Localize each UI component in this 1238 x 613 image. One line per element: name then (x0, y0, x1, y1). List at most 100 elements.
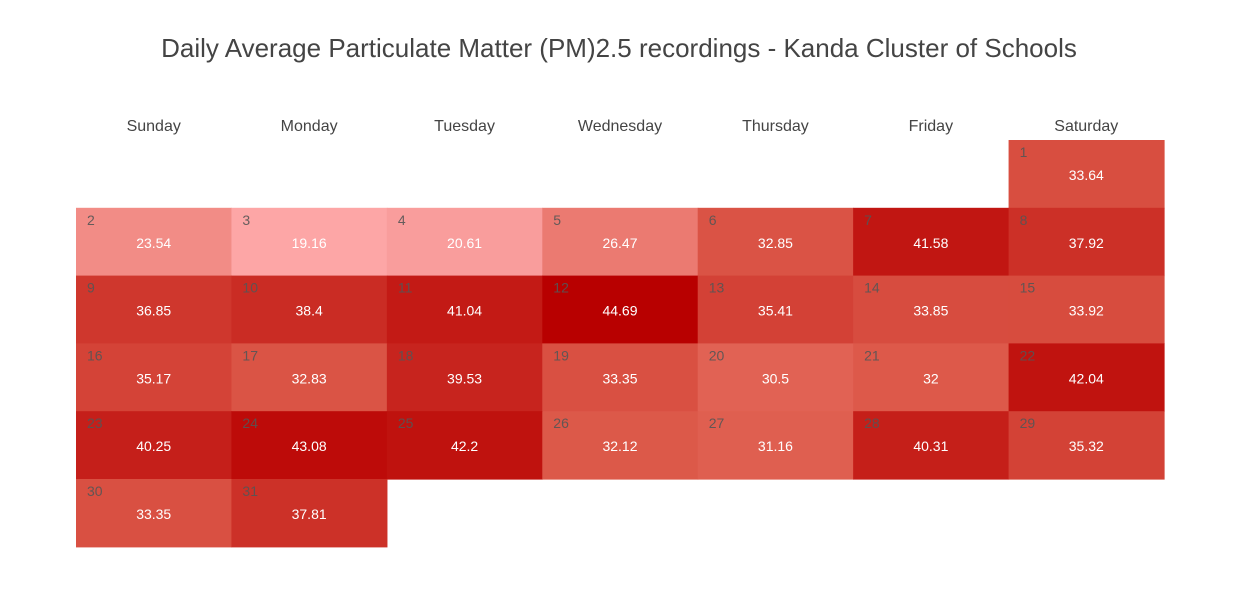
day-cell-5: 526.47 (542, 207, 699, 277)
day-cell-17: 17 32.83 (231, 343, 388, 412)
cell-value-label: 41.04 (447, 303, 482, 319)
day-cell-13: 13 35.41 (697, 275, 854, 344)
day-number-label: 11 (398, 280, 413, 296)
day-number-label: 18 (398, 347, 414, 363)
day-number-label: 5 (553, 212, 561, 228)
cell-value-label: 40.31 (913, 438, 948, 454)
day-number-label: 28 (864, 415, 880, 431)
day-cell-rect (386, 343, 543, 412)
cell-value-label: 32 (923, 370, 939, 386)
day-cell-rect (853, 275, 1010, 344)
day-cell-20: 20 30.5 (697, 343, 854, 412)
day-cell-31: 31 37.81 (231, 479, 388, 548)
cell-value-label: 37.81 (292, 506, 327, 522)
day-number-label: 27 (709, 415, 725, 431)
day-number-label: 13 (709, 280, 725, 296)
day-number-label: 10 (242, 280, 258, 296)
day-cell-rect (697, 411, 854, 480)
day-number-label: 21 (864, 347, 880, 363)
day-cell-1: 133.64 (1008, 140, 1165, 209)
day-cell-rect (853, 207, 1010, 277)
day-cell-26: 26 32.12 (542, 411, 699, 480)
day-cell-12: 12 44.69 (542, 275, 699, 344)
day-cell-23: 23 40.25 (76, 411, 233, 480)
day-cell-rect (542, 275, 699, 344)
day-number-label: 14 (864, 280, 880, 296)
day-cell-16: 16 35.17 (76, 343, 233, 412)
day-cell-4: 420.61 (386, 207, 543, 277)
day-cell-9: 936.85 (76, 275, 233, 344)
cell-value-label: 31.16 (758, 438, 793, 454)
cell-value-label: 33.35 (136, 506, 171, 522)
day-cell-27: 27 31.16 (697, 411, 854, 480)
day-cell-22: 22 42.04 (1008, 343, 1165, 412)
day-cell-rect (231, 207, 388, 277)
cell-value-label: 38.4 (296, 303, 323, 319)
day-cell-rect (231, 275, 388, 344)
weekday-label-friday: Friday (909, 118, 953, 135)
day-number-label: 15 (1020, 280, 1036, 296)
cell-value-label: 39.53 (447, 370, 482, 386)
day-cell-rect (76, 275, 233, 344)
day-cell-15: 15 33.92 (1008, 275, 1165, 344)
day-cell-rect (76, 411, 233, 480)
day-cell-28: 28 40.31 (853, 411, 1010, 480)
day-cell-3: 319.16 (231, 207, 388, 277)
day-cell-30: 30 33.35 (76, 479, 233, 548)
day-number-label: 23 (87, 415, 103, 431)
day-cell-18: 18 39.53 (386, 343, 543, 412)
heatmap-cells: 133.64223.54319.16420.61526.47632.85741.… (76, 140, 1165, 548)
cell-value-label: 42.2 (451, 438, 478, 454)
day-cell-rect (231, 479, 388, 548)
cell-value-label: 36.85 (136, 303, 171, 319)
day-cell-14: 14 33.85 (853, 275, 1010, 344)
day-number-label: 31 (242, 483, 258, 499)
day-number-label: 25 (398, 415, 414, 431)
day-number-label: 17 (242, 347, 258, 363)
cell-value-label: 32.12 (602, 438, 637, 454)
day-number-label: 26 (553, 415, 569, 431)
cell-value-label: 30.5 (762, 370, 789, 386)
day-number-label: 3 (242, 212, 250, 228)
day-cell-rect (386, 275, 543, 344)
day-number-label: 8 (1020, 212, 1028, 228)
day-number-label: 7 (864, 212, 872, 228)
day-number-label: 16 (87, 347, 103, 363)
weekday-label-tuesday: Tuesday (434, 118, 495, 135)
day-cell-rect (853, 411, 1010, 480)
day-number-label: 29 (1020, 415, 1036, 431)
day-cell-rect (386, 207, 543, 277)
weekday-header-row: Sunday Monday Tuesday Wednesday Thursday Frid… (127, 118, 1119, 135)
weekday-label-wednesday: Wednesday (578, 118, 662, 135)
day-cell-29: 29 35.32 (1008, 411, 1165, 480)
day-cell-rect (697, 207, 854, 277)
chart-title: Daily Average Particulate Matter (PM)2.5… (161, 33, 1077, 63)
weekday-label-thursday: Thursday (742, 118, 809, 135)
day-cell-6: 632.85 (697, 207, 854, 277)
day-cell-rect (76, 479, 233, 548)
day-number-label: 6 (709, 212, 717, 228)
day-cell-rect (853, 343, 1010, 412)
day-number-label: 2 (87, 212, 95, 228)
cell-value-label: 32.85 (758, 235, 793, 251)
cell-value-label: 42.04 (1069, 370, 1104, 386)
day-cell-rect (1008, 411, 1165, 480)
cell-value-label: 19.16 (292, 235, 327, 251)
cell-value-label: 33.92 (1069, 303, 1104, 319)
day-cell-rect (231, 343, 388, 412)
day-cell-24: 24 43.08 (231, 411, 388, 480)
day-cell-7: 741.58 (853, 207, 1010, 277)
day-cell-25: 25 42.2 (386, 411, 543, 480)
day-number-label: 19 (553, 347, 569, 363)
day-cell-rect (542, 207, 699, 277)
day-number-label: 12 (553, 280, 569, 296)
day-number-label: 30 (87, 483, 103, 499)
cell-value-label: 35.17 (136, 370, 171, 386)
day-cell-11: 11 41.04 (386, 275, 543, 344)
day-number-label: 22 (1020, 347, 1036, 363)
day-number-label: 4 (398, 212, 406, 228)
day-cell-rect (1008, 207, 1165, 277)
weekday-label-monday: Monday (281, 118, 338, 135)
day-cell-rect (386, 411, 543, 480)
day-cell-10: 10 38.4 (231, 275, 388, 344)
